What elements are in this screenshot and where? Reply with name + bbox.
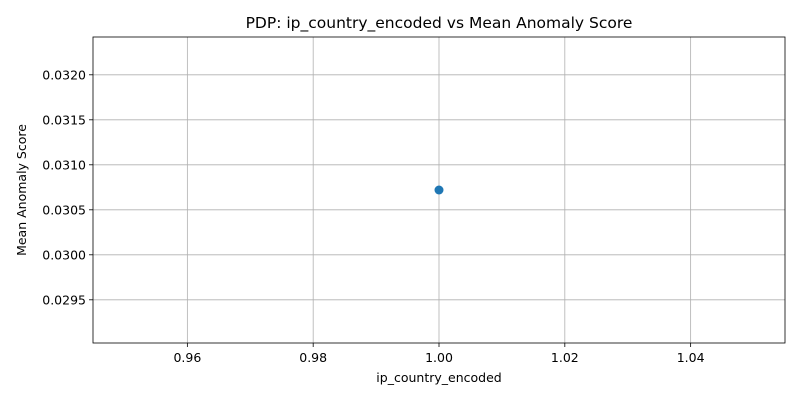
x-axis: 0.96 0.98 1.00 1.02 1.04	[173, 343, 705, 365]
x-axis-label: ip_country_encoded	[376, 370, 501, 385]
data-point	[434, 185, 444, 195]
x-tick-label: 1.00	[425, 350, 453, 365]
y-axis-label: Mean Anomaly Score	[14, 124, 29, 256]
y-tick-label: 0.0315	[42, 112, 86, 127]
grid	[93, 37, 785, 343]
y-tick-label: 0.0300	[42, 247, 86, 262]
y-tick-label: 0.0320	[42, 67, 86, 82]
x-tick-label: 0.96	[173, 350, 201, 365]
x-tick-label: 1.02	[551, 350, 579, 365]
chart-title: PDP: ip_country_encoded vs Mean Anomaly …	[246, 14, 633, 33]
data-marks	[434, 185, 444, 195]
y-axis: 0.0295 0.0300 0.0305 0.0310 0.0315 0.0320	[42, 67, 93, 307]
x-tick-label: 0.98	[299, 350, 327, 365]
y-tick-label: 0.0310	[42, 157, 86, 172]
x-tick-label: 1.04	[677, 350, 705, 365]
y-tick-label: 0.0295	[42, 292, 86, 307]
y-tick-label: 0.0305	[42, 202, 86, 217]
